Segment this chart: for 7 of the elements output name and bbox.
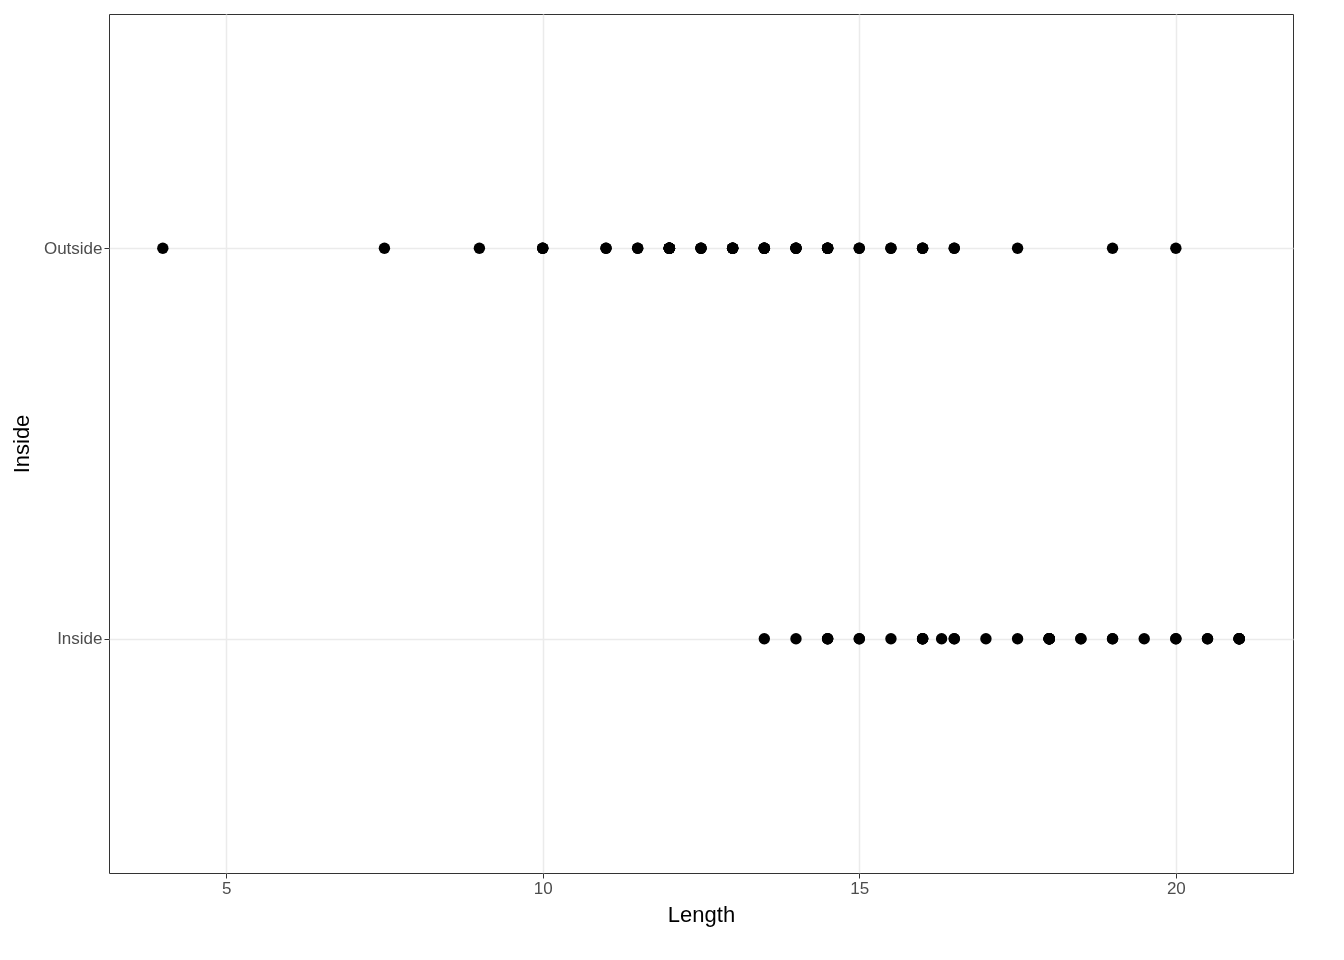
x-tick-label: 15: [850, 878, 870, 898]
x-axis-title: Length: [667, 901, 736, 927]
x-tick-label: 5: [221, 878, 232, 898]
x-tick-label: 20: [1166, 878, 1186, 898]
x-tick-label: 10: [533, 878, 553, 898]
y-axis-title: Inside: [8, 414, 34, 474]
y-tick-label: Outside: [43, 238, 103, 258]
